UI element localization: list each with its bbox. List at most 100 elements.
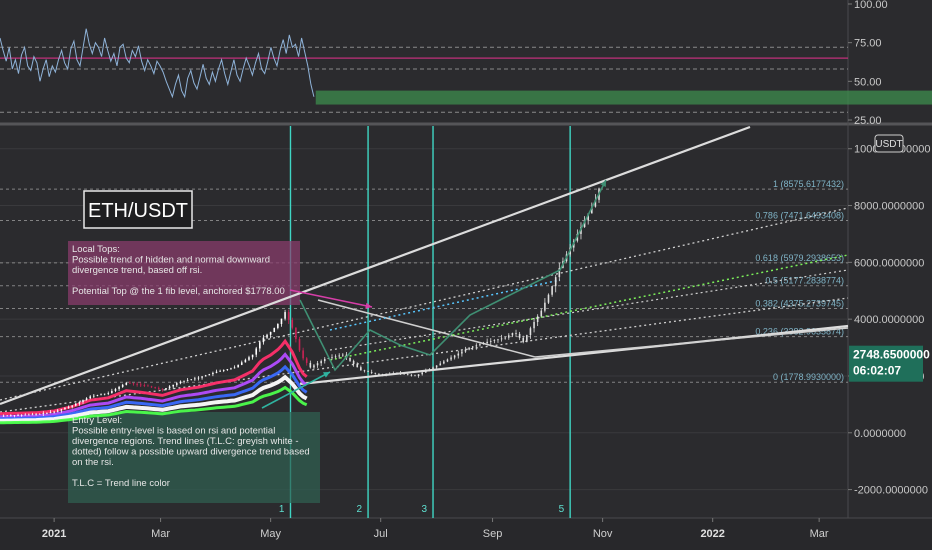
- time-tick-label-3: Jul: [374, 528, 388, 540]
- candle-body: [150, 386, 153, 388]
- price-tick-label-3: 4000.0000000: [854, 314, 924, 326]
- projection-arrowhead-0: [600, 180, 606, 187]
- vertical-marker-label-0: 1: [279, 504, 285, 515]
- candle-body: [533, 322, 535, 329]
- candle-body: [479, 344, 481, 346]
- candle-body: [287, 312, 290, 320]
- candle-body: [96, 395, 99, 396]
- candle-body: [443, 361, 445, 364]
- candle-body: [468, 347, 470, 350]
- time-tick-label-7: Mar: [810, 528, 829, 540]
- time-tick-label-4: Sep: [483, 528, 503, 540]
- candle-body: [457, 353, 460, 356]
- candle-body: [363, 370, 366, 372]
- candle-body: [24, 414, 27, 416]
- candle-body: [266, 334, 268, 338]
- candle-body: [500, 338, 503, 340]
- time-axis-background: [0, 518, 932, 550]
- candle-body: [298, 339, 301, 351]
- ma-ribbon-0: [0, 338, 308, 416]
- candle-body: [558, 268, 561, 278]
- candle-body: [244, 359, 247, 363]
- projection-arrowhead-2: [323, 372, 330, 378]
- candle-body: [201, 376, 203, 378]
- candle-body: [403, 373, 405, 375]
- candle-body: [2, 415, 5, 417]
- candle-body: [453, 355, 456, 358]
- time-tick-label-5: Nov: [593, 528, 613, 540]
- candle-body: [435, 365, 438, 368]
- candle-body: [190, 379, 193, 381]
- candle-body: [323, 358, 326, 362]
- candle-body: [489, 341, 492, 342]
- candle-body: [60, 409, 63, 411]
- candle-body: [176, 383, 178, 385]
- price-axis-background: [848, 0, 932, 518]
- annotation-box-1: [68, 412, 320, 503]
- rsi-tick-label-0: 100.00: [854, 0, 888, 11]
- candle-body: [93, 395, 95, 397]
- candle-body: [226, 369, 229, 371]
- trend-line-3: [299, 324, 849, 386]
- candle-body: [240, 362, 243, 365]
- candle-body: [204, 375, 207, 377]
- currency-text: USDT: [875, 139, 902, 150]
- candle-body: [511, 333, 514, 336]
- candles: [2, 187, 600, 418]
- candle-body: [31, 414, 34, 416]
- candle-body: [291, 319, 294, 328]
- candle-body: [35, 414, 37, 416]
- candle-body: [67, 406, 70, 409]
- fib-label-4: 0.382 (4375.2739745): [755, 298, 844, 308]
- candle-body: [161, 388, 164, 390]
- candle-body: [139, 384, 142, 386]
- candle-body: [100, 394, 102, 396]
- annotation-boxes: [68, 241, 320, 503]
- currency-label[interactable]: USDT: [874, 134, 904, 153]
- candle-body: [259, 342, 261, 349]
- rsi-series-line: [0, 28, 315, 99]
- candle-body: [590, 206, 593, 214]
- annotation-0-line-2: divergence trend, based off rsi.: [72, 265, 202, 276]
- candle-body: [439, 363, 442, 366]
- annotation-0-line-4: Potential Top @ the 1 fib level, anchore…: [72, 286, 285, 297]
- candle-body: [233, 367, 236, 369]
- candle-body: [165, 388, 167, 390]
- rsi-zone: [315, 90, 932, 105]
- candle-body: [74, 403, 77, 406]
- projection-arrow-1: [289, 289, 373, 308]
- candle-body: [309, 362, 312, 368]
- annotation-texts: Local Tops:Possible trend of hidden and …: [72, 244, 310, 489]
- time-tick-label-1: Mar: [151, 528, 170, 540]
- trend-lines: [0, 125, 849, 413]
- candle-body: [269, 331, 272, 335]
- candle-body: [295, 327, 297, 340]
- trend-line-0: [0, 125, 751, 406]
- candle-body: [230, 368, 232, 370]
- candle-body: [53, 411, 55, 413]
- candle-body: [482, 343, 485, 345]
- candle-body: [183, 380, 185, 382]
- candle-body: [320, 361, 322, 364]
- rsi-tick-label-3: 25.00: [854, 115, 882, 127]
- fib-label-2: 0.618 (5979.2938653): [755, 253, 844, 263]
- last-price-badge: 2748.6500000 06:02:07: [849, 345, 930, 382]
- candle-body: [518, 333, 521, 338]
- candle-body: [392, 373, 395, 375]
- candle-body: [461, 351, 463, 354]
- ma-ribbon-4: [0, 385, 308, 425]
- candle-body: [529, 328, 532, 336]
- candle-body: [396, 373, 398, 374]
- annotation-1-line-3: dotted) follow a possible upward diverge…: [72, 447, 310, 458]
- candle-body: [85, 398, 88, 401]
- candle-body: [374, 372, 377, 374]
- candle-body: [222, 370, 225, 371]
- candle-body: [388, 373, 391, 375]
- annotation-1-line-2: divergence regions. Trend lines (T.L.C: …: [72, 436, 299, 447]
- candle-body: [425, 370, 427, 373]
- price-tick-label-5: 0.0000000: [854, 428, 906, 440]
- candle-body: [446, 359, 449, 362]
- candle-body: [28, 414, 30, 416]
- projection-arrow-2: [261, 371, 331, 409]
